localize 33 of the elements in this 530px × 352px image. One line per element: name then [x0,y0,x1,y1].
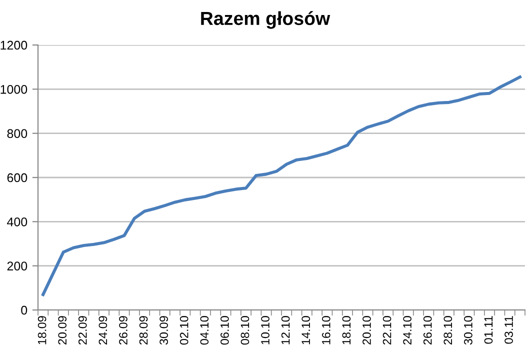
y-tick-label: 200 [7,262,28,270]
y-tick-label: 0 [21,306,28,315]
x-tick-label: 30.10 [464,316,472,345]
y-tick-label: 400 [7,217,28,226]
x-tick-label: 06.10 [220,316,229,345]
x-tick-label: 20.09 [58,316,67,344]
x-tick-label: 30.09 [160,316,168,345]
x-tick-label: 10.10 [261,316,270,344]
x-tick-label: 16.10 [322,316,330,344]
x-tick-label: 20.10 [362,316,371,344]
x-tick-label: 08.10 [240,316,250,345]
y-tick-label: 1000 [0,84,28,94]
x-tick-label: 04.10 [200,316,209,345]
x-tick-label: 01.11 [484,316,493,344]
x-tick-label: 24.10 [403,316,412,344]
x-tick-label: 12.10 [281,316,290,344]
x-tick-label: 28.09 [139,316,148,344]
x-tick-label: 02.10 [180,316,188,345]
line-series [42,75,522,296]
x-tick-label: 14.10 [302,316,310,344]
y-tick-label: 1200 [0,40,28,50]
x-tick-label: 26.09 [119,316,128,344]
y-tick-label: 600 [7,173,28,182]
y-tick-label: 800 [7,129,28,138]
x-tick-label: 22.09 [78,316,87,344]
x-tick-label: 26.10 [423,316,432,344]
x-tick-label: 28.10 [444,316,452,344]
x-tick-label: 24.09 [98,316,108,344]
x-tick-label: 18.10 [342,316,351,344]
x-tick-label: 22.10 [382,316,392,344]
x-tick-label: 18.09 [38,316,46,344]
chart-title: Razem głosów [201,11,330,29]
x-tick-label: 03.11 [504,316,513,344]
